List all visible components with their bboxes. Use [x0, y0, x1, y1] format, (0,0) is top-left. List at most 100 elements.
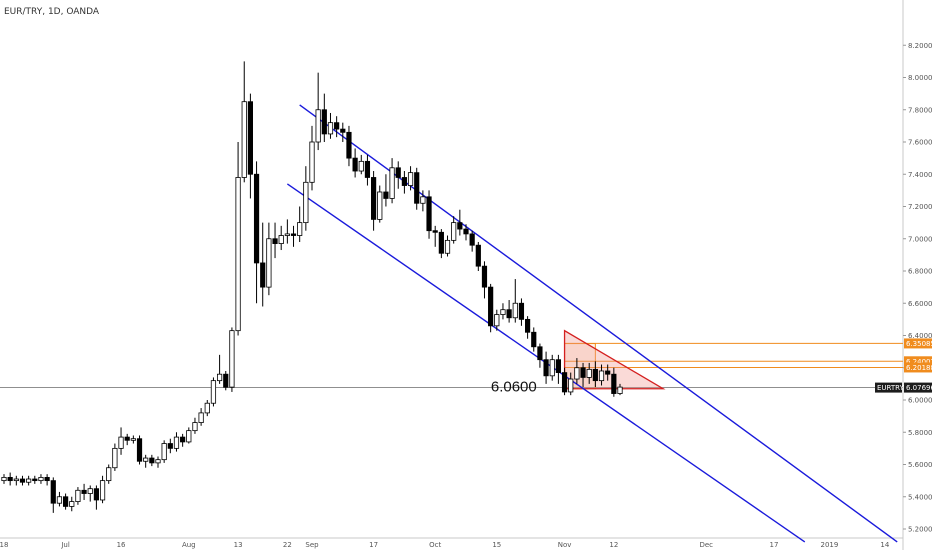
candle-body — [500, 309, 506, 315]
candle-body — [173, 436, 180, 449]
symbol-tag-label: EURTRY — [877, 384, 905, 392]
candle-body — [13, 478, 19, 482]
candle-body — [358, 160, 364, 172]
level-price-tag-label: 6.24007 — [906, 358, 932, 366]
candle-body — [457, 222, 463, 230]
candle-body — [592, 368, 598, 382]
price-tick-label: 5.80000 — [908, 429, 932, 437]
time-tick-label: 2019 — [821, 541, 839, 549]
candle-body — [525, 318, 531, 333]
candle-body — [531, 331, 537, 348]
candle-body — [543, 359, 549, 377]
level-price-tag-label: 6.35085 — [906, 340, 932, 348]
candle-body — [223, 373, 229, 388]
candle-body — [247, 101, 253, 175]
price-tick-label: 7.20000 — [908, 203, 932, 211]
candle-body — [69, 501, 75, 507]
candle-body — [284, 233, 290, 236]
candle-body — [19, 478, 26, 483]
candle-body — [235, 177, 241, 332]
price-tick-label: 7.80000 — [908, 106, 932, 114]
candle-body — [26, 478, 32, 483]
price-tick-label: 7.00000 — [908, 235, 932, 243]
level-price-tag — [904, 338, 932, 349]
candle-body — [574, 367, 580, 380]
candle-body — [272, 238, 278, 244]
candle-body — [303, 181, 309, 224]
candle-body — [401, 177, 408, 186]
candle-body — [414, 172, 420, 204]
candle-body — [494, 314, 500, 327]
candle-body — [112, 447, 118, 469]
candle-body — [315, 109, 321, 143]
price-tick-label: 8.20000 — [908, 42, 932, 50]
candle-body — [469, 233, 475, 246]
candle-body — [241, 101, 247, 178]
candle-body — [260, 262, 266, 288]
time-tick-label: Aug — [182, 541, 196, 549]
candles-layer — [1, 61, 623, 513]
candle-body — [149, 457, 155, 464]
candle-body — [63, 496, 69, 507]
candle-body — [383, 191, 389, 199]
candle-body — [87, 488, 93, 494]
candle-body — [561, 372, 568, 393]
time-tick-label: 15 — [492, 541, 501, 549]
candle-body — [407, 172, 414, 186]
candle-body — [364, 160, 371, 178]
candle-body — [124, 436, 130, 441]
level-price-tag — [904, 362, 932, 373]
candle-body — [586, 368, 592, 378]
candle-body — [32, 478, 38, 482]
chart-symbol-label: EUR/TRY, 1D, OANDA — [4, 7, 100, 17]
candle-body — [370, 177, 377, 220]
price-tick-label: 6.40000 — [908, 332, 932, 340]
candle-body — [198, 412, 204, 423]
candle-body — [580, 367, 586, 378]
price-tick-label: 5.20000 — [908, 526, 932, 534]
candle-body — [481, 265, 488, 288]
candle-body — [438, 231, 444, 254]
candle-body — [93, 488, 99, 501]
candle-body — [1, 476, 7, 482]
candle-body — [136, 438, 143, 462]
candle-body — [118, 436, 124, 449]
time-tick-label: 14 — [880, 541, 889, 549]
candle-body — [352, 157, 358, 172]
candle-body — [81, 489, 87, 494]
level-price-tag — [904, 356, 932, 367]
candle-body — [377, 191, 383, 220]
candle-body — [167, 443, 173, 449]
candle-body — [321, 109, 327, 135]
candle-body — [229, 330, 235, 388]
candle-body — [266, 238, 272, 288]
candle-body — [598, 370, 605, 382]
candle-body — [155, 459, 161, 464]
candle-body — [432, 230, 438, 233]
candle-body — [192, 422, 198, 432]
candle-body — [44, 476, 50, 482]
time-tick-label: 22 — [283, 541, 292, 549]
candle-body — [327, 122, 334, 135]
candle-body — [444, 239, 451, 254]
symbol-tag — [875, 382, 902, 393]
candle-body — [99, 480, 106, 501]
candle-body — [605, 370, 611, 375]
candle-body — [617, 386, 623, 394]
candle-body — [106, 467, 112, 482]
candle-body — [488, 286, 494, 327]
candle-body — [161, 443, 167, 461]
candle-body — [346, 131, 352, 159]
candle-body — [309, 141, 315, 183]
candle-body — [204, 402, 210, 414]
time-tick-label: 18 — [0, 541, 8, 549]
time-tick-label: 17 — [770, 541, 779, 549]
time-tick-label: Oct — [429, 541, 441, 549]
candle-body — [130, 438, 136, 441]
candle-body — [537, 346, 543, 361]
candle-body — [555, 359, 562, 373]
candle-body — [180, 436, 186, 443]
